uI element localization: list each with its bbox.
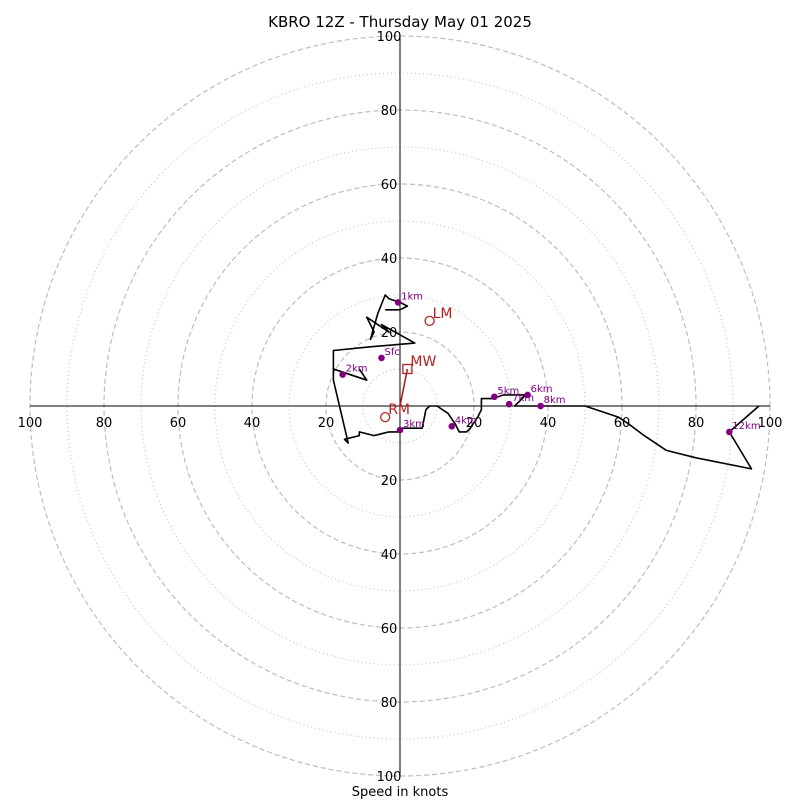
rm-marker: [380, 411, 391, 423]
height-marker-8km: [537, 402, 544, 410]
height-marker-12km: [726, 428, 733, 436]
y-tick-label: 20: [381, 474, 398, 489]
height-marker-3km: [396, 426, 404, 434]
y-tick-label: 40: [381, 548, 398, 563]
x-tick-label: 100: [18, 416, 43, 431]
x-tick-label: 60: [170, 416, 187, 431]
y-tick-label: 40: [381, 252, 398, 267]
x-tick-label: 100: [758, 416, 783, 431]
x-tick-label: 80: [688, 416, 705, 431]
height-label-8km: 8km: [544, 395, 566, 406]
x-tick-label: 20: [318, 416, 335, 431]
height-marker-5km: [491, 393, 498, 401]
x-tick-label: 40: [540, 416, 557, 431]
height-label-7km: 7km: [512, 393, 534, 404]
height-label-12km: 12km: [732, 421, 760, 432]
x-tick-label: 80: [96, 416, 113, 431]
lm-marker: [424, 315, 435, 327]
y-tick-label: 80: [381, 104, 398, 119]
y-tick-label: 60: [381, 178, 398, 193]
height-label-3km: 3km: [403, 419, 425, 430]
height-label-1km: 1km: [401, 291, 423, 302]
height-label-5km: 5km: [497, 386, 519, 397]
mw-marker: [402, 363, 413, 375]
y-tick-label: 80: [381, 696, 398, 711]
motion-markers: LM MW RM: [380, 306, 453, 423]
y-tick-label: 100: [377, 770, 402, 785]
height-marker-1km: [394, 299, 402, 306]
height-marker-2km: [339, 371, 346, 378]
x-axis-label: Speed in knots: [352, 785, 449, 800]
storm-motion-line: [399, 368, 409, 407]
chart-title: KBRO 12Z - Thursday May 01 2025: [268, 13, 532, 31]
height-marker-4km: [448, 423, 456, 430]
x-tick-label: 40: [244, 416, 261, 431]
height-label-2km: 2km: [346, 364, 368, 375]
rm-label: RM: [388, 402, 410, 418]
lm-label: LM: [433, 306, 453, 322]
height-marker-sfc: [378, 354, 385, 362]
height-marker-7km: [505, 400, 513, 408]
mw-label: MW: [410, 354, 436, 370]
hodograph-trace-0: [332, 368, 760, 470]
height-label-6km: 6km: [531, 384, 553, 395]
y-tick-label: 100: [377, 30, 402, 45]
y-tick-label: 60: [381, 622, 398, 637]
tick-labels: 100 80 60 40 20 20 40 60 80 100100806040202040608…: [18, 30, 783, 785]
height-marker-6km: [524, 391, 531, 399]
height-label-sfc: Sfc: [385, 347, 400, 358]
x-tick-label: 60: [614, 416, 631, 431]
storm-motion-vector: [399, 368, 409, 407]
height-label-4km: 4km: [455, 415, 477, 426]
